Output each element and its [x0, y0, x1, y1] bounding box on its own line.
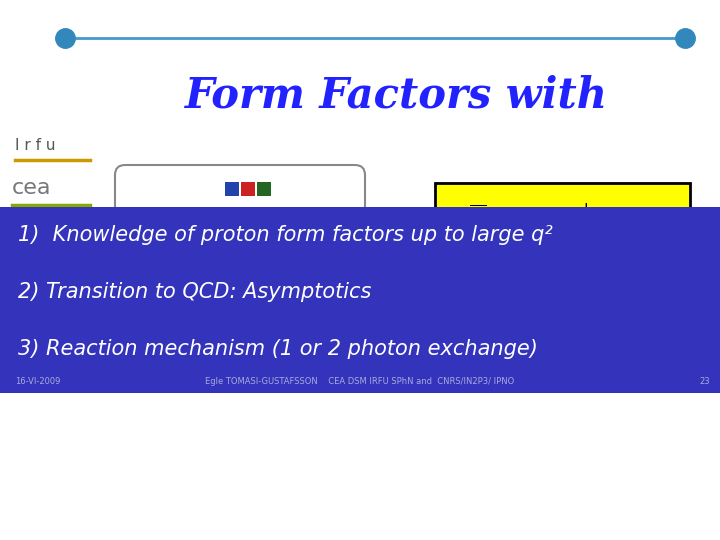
Text: 16-VI-2009: 16-VI-2009	[15, 376, 60, 386]
Text: cea: cea	[12, 178, 52, 198]
Bar	[225, 182, 239, 196]
Text: 23: 23	[699, 376, 710, 386]
Bar	[241, 182, 255, 196]
Text: 2) Transition to QCD: Asymptotics: 2) Transition to QCD: Asymptotics	[18, 282, 372, 302]
Text: orsay: orsay	[42, 273, 68, 283]
Bar	[257, 182, 271, 196]
Text: $\overline{p}+p \rightarrow e^{+}+ e^{-}$: $\overline{p}+p \rightarrow e^{+}+ e^{-}…	[469, 201, 656, 232]
Bar	[5, 240, 105, 295]
FancyBboxPatch shape	[115, 165, 365, 275]
Text: ipn: ipn	[37, 251, 72, 269]
Text: 3) Reaction mechanism (1 or 2 photon exchange): 3) Reaction mechanism (1 or 2 photon exc…	[18, 339, 538, 359]
Text: Egle TOMASI-GUSTAFSSON    CEA DSM IRFU SPhN and  CNRS/IN2P3/ IPNO: Egle TOMASI-GUSTAFSSON CEA DSM IRFU SPhN…	[205, 376, 515, 386]
Text: I r f u: I r f u	[15, 138, 55, 152]
Text: Form Factors with: Form Factors with	[184, 74, 608, 116]
FancyBboxPatch shape	[217, 253, 269, 267]
Bar	[0, 207, 720, 393]
Text: saclay: saclay	[12, 215, 52, 228]
Text: 1)  Knowledge of proton form factors up to large q²: 1) Knowledge of proton form factors up t…	[18, 225, 553, 245]
Bar	[435, 183, 690, 251]
Text: $\bar{p}$anda: $\bar{p}$anda	[194, 214, 296, 252]
